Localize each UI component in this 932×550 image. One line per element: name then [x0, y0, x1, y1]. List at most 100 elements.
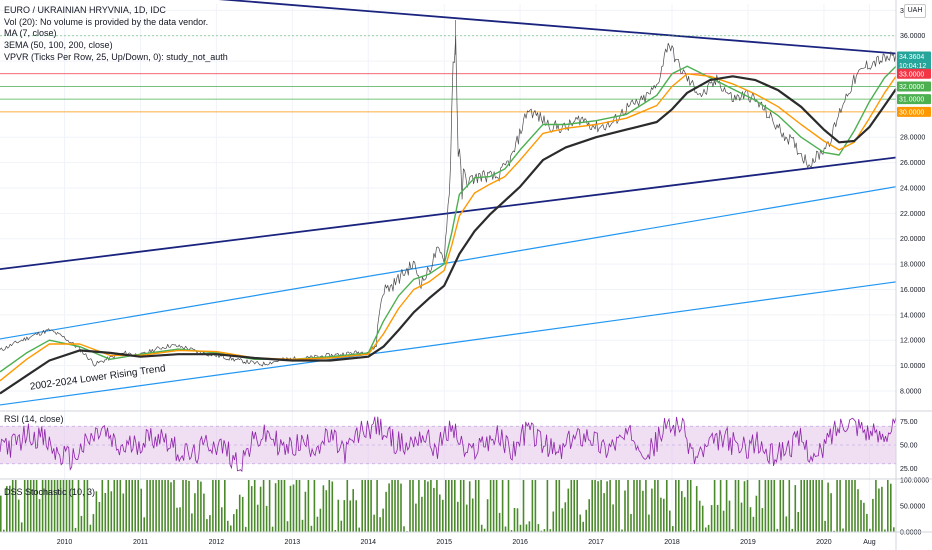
- stoch-bar: [376, 480, 378, 532]
- stoch-bar: [869, 528, 871, 532]
- x-tick-8: 2018: [664, 539, 680, 546]
- currency-button[interactable]: UAH: [904, 4, 926, 18]
- stoch-bar: [41, 480, 44, 532]
- stoch-bar: [654, 480, 656, 532]
- stoch-bar: [591, 480, 593, 532]
- stoch-bar: [555, 480, 558, 532]
- stoch-bar: [678, 480, 680, 532]
- stoch-bar: [92, 514, 95, 532]
- stoch-bar: [14, 480, 17, 532]
- stoch-bar: [185, 480, 187, 532]
- stoch-bar: [370, 480, 372, 532]
- stoch-bar: [262, 480, 265, 532]
- y-tick-7: 22.0000: [900, 211, 925, 218]
- stoch-bar: [471, 498, 474, 532]
- stoch-bar: [191, 513, 193, 532]
- stoch-bar: [875, 480, 877, 532]
- stoch-bar: [803, 480, 805, 532]
- stoch-bar: [767, 480, 770, 532]
- stoch-bar: [728, 500, 731, 532]
- stoch-bar: [289, 485, 292, 532]
- stoch-bar: [364, 480, 366, 532]
- stoch-bar: [884, 529, 886, 532]
- stoch-bar: [265, 505, 268, 532]
- stoch-bar: [271, 526, 274, 532]
- stoch-bar: [250, 486, 253, 532]
- stoch-bar: [666, 480, 668, 532]
- stoch-bar: [125, 480, 127, 532]
- study-vpvr[interactable]: VPVR (Ticks Per Row, 25, Up/Down, 0): st…: [4, 52, 228, 62]
- stoch-bar: [62, 480, 65, 532]
- stoch-bar: [681, 491, 683, 532]
- study-3ema[interactable]: 3EMA (50, 100, 200, close): [4, 40, 113, 50]
- y-tick-6: 20.0000: [900, 236, 925, 243]
- rsi-pane[interactable]: [0, 416, 897, 473]
- stoch-bar: [59, 480, 62, 532]
- stoch-bar: [140, 488, 142, 532]
- stoch-bar: [116, 480, 119, 532]
- stoch-bar: [480, 524, 483, 532]
- stoch-bar: [38, 499, 41, 532]
- stoch-bar: [731, 529, 734, 532]
- lower-rising-trendline: [0, 281, 897, 406]
- stoch-bar: [244, 526, 247, 532]
- stoch-bar: [857, 489, 859, 532]
- stoch-bar: [621, 529, 623, 532]
- stoch-bar: [206, 519, 208, 532]
- stoch-bar: [624, 490, 626, 532]
- stoch-bar: [158, 480, 160, 532]
- stoch-bar: [830, 493, 832, 532]
- rsi-tick-2: 75.00: [900, 419, 918, 426]
- stoch-bar: [477, 480, 480, 532]
- x-tick-10: 2020: [816, 539, 832, 546]
- y-tick-5: 18.0000: [900, 262, 925, 269]
- price-series[interactable]: [0, 35, 897, 395]
- rsi-title[interactable]: RSI (14, close): [4, 414, 64, 424]
- stoch-bar: [307, 480, 310, 532]
- stochastic-pane[interactable]: [0, 480, 895, 532]
- stoch-bar: [107, 480, 110, 532]
- stoch-bar: [418, 480, 420, 532]
- stoch-bar: [149, 480, 151, 532]
- price-tag-bg-3: [897, 81, 931, 92]
- stoch-bar: [827, 482, 829, 532]
- stoch-bar: [304, 491, 307, 532]
- stoch-bar: [47, 480, 50, 532]
- stoch-bar: [218, 480, 220, 532]
- stoch-bar: [848, 480, 850, 532]
- stoch-bar: [110, 491, 113, 532]
- stoch-bar: [531, 480, 534, 532]
- stoch-bar: [167, 480, 169, 532]
- y-tick-14: 36.0000: [900, 33, 925, 40]
- price-axis[interactable]: 8.0000 10.0000 12.0000 14.0000 16.0000 18.000…: [897, 8, 931, 537]
- stoch-bar: [770, 480, 773, 532]
- stoch-title[interactable]: DSS Stochastic (10, 3): [4, 487, 96, 497]
- horizontal-levels: [0, 35, 896, 113]
- stoch-bar: [224, 480, 226, 532]
- price-tag-bg-4: [897, 94, 931, 105]
- stoch-bar: [20, 522, 23, 532]
- stoch-bar: [412, 480, 414, 532]
- study-volume[interactable]: Vol (20): No volume is provided by the d…: [4, 17, 209, 27]
- stoch-bar: [821, 480, 823, 532]
- stoch-bar: [603, 493, 605, 532]
- stoch-bar: [295, 480, 298, 532]
- stoch-bar: [845, 480, 847, 532]
- stoch-tick-1: 50.0000: [900, 504, 925, 511]
- stoch-bar: [660, 497, 662, 532]
- price-tag-bg-1: [897, 60, 931, 71]
- stoch-bar: [98, 502, 101, 532]
- x-tick-5: 2015: [436, 539, 452, 546]
- stoch-bar: [740, 502, 743, 532]
- stoch-bar: [35, 480, 38, 532]
- stoch-bar: [486, 499, 489, 532]
- stoch-bar: [203, 493, 205, 532]
- stoch-tick-0: 0.0000: [900, 530, 922, 537]
- price-tag-4: 31.0000: [899, 97, 924, 104]
- study-ma[interactable]: MA (7, close): [4, 28, 57, 38]
- stoch-bar: [588, 499, 590, 532]
- time-axis[interactable]: 2010 2011 2012 2013 2014 2015 2016 2017 2018 2019…: [57, 539, 876, 546]
- stoch-bar: [540, 530, 543, 532]
- stoch-bar: [833, 530, 835, 532]
